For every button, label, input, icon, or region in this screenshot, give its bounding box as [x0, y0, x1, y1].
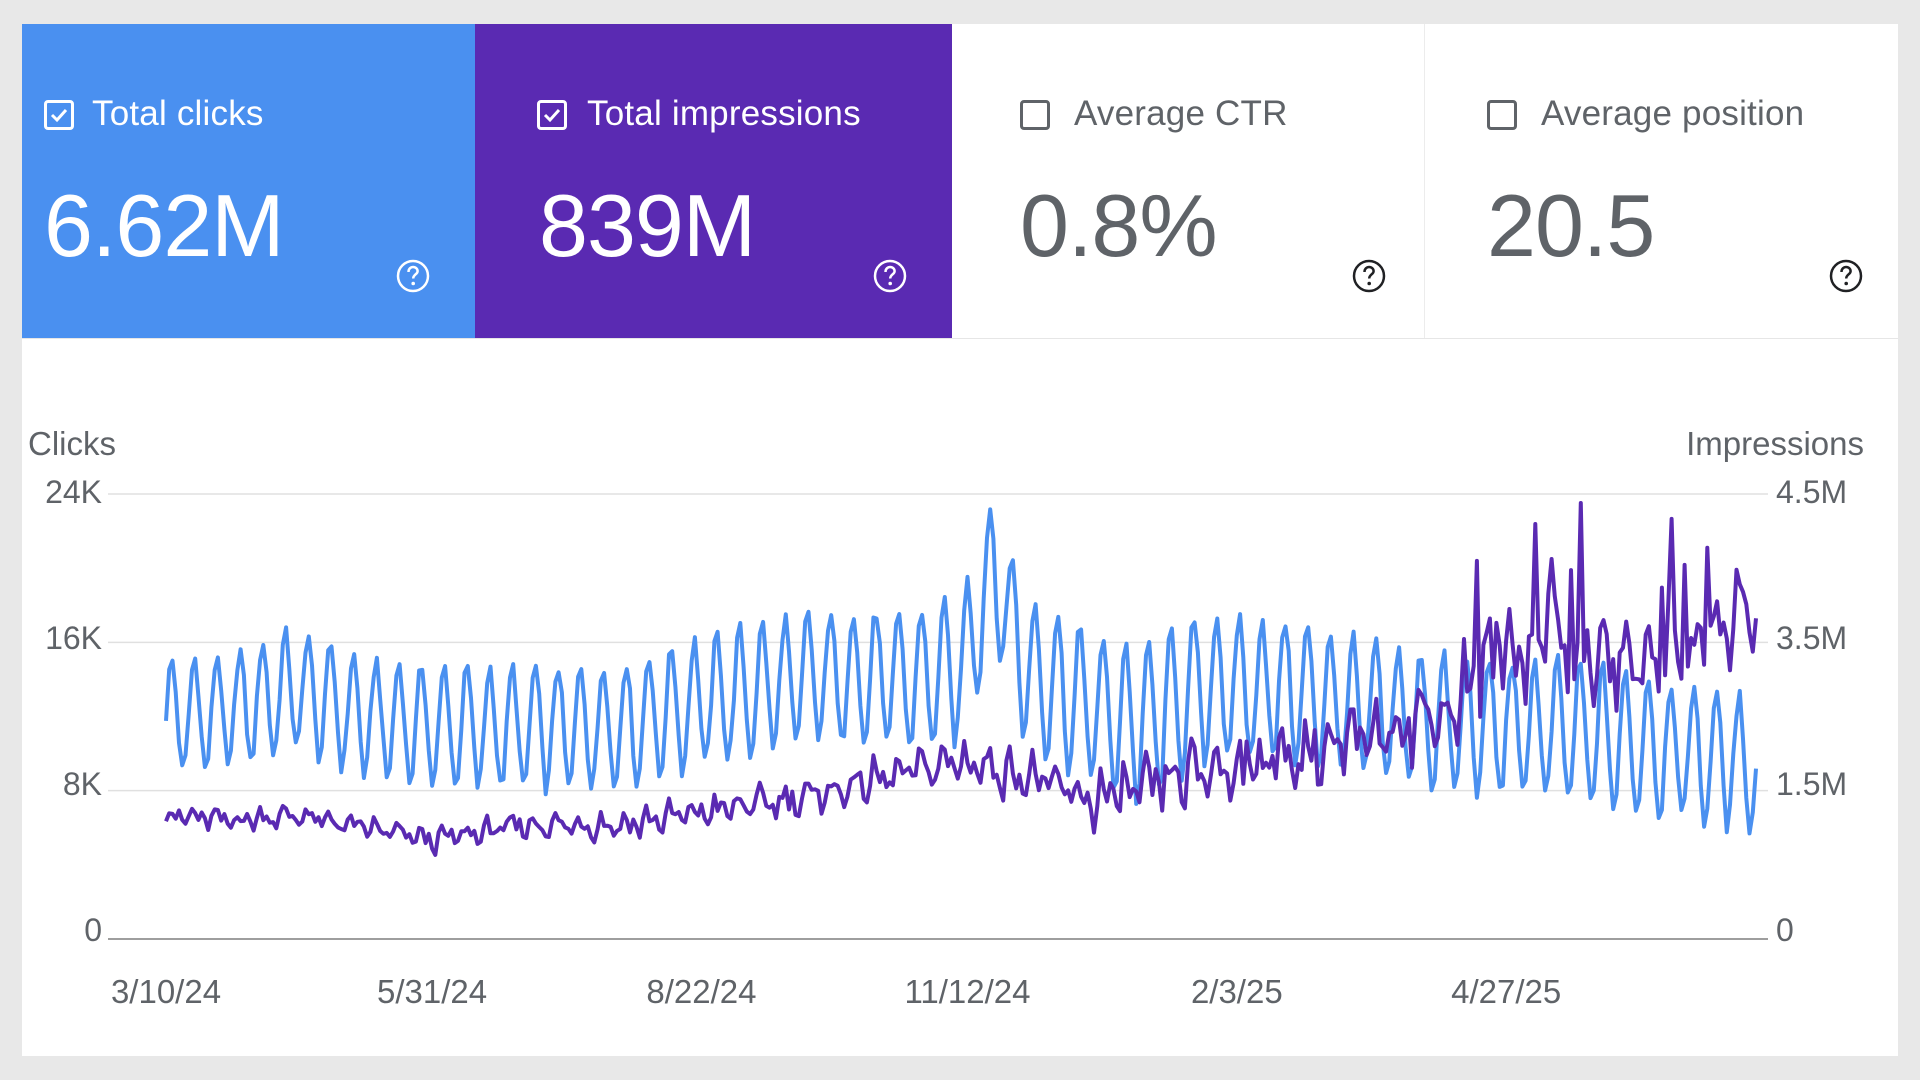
right-axis-title: Impressions	[1686, 425, 1864, 462]
metric-label: Average position	[1541, 94, 1805, 133]
right-tick-label: 1.5M	[1776, 766, 1848, 802]
performance-chart: Clicks Impressions 24K 16K 8K 0 4.5M 3.5…	[22, 339, 1898, 1056]
checked-checkbox-icon[interactable]	[537, 100, 567, 130]
chart-plot-area	[108, 493, 1768, 940]
metric-value: 839M	[539, 176, 756, 275]
unchecked-checkbox-icon[interactable]	[1487, 100, 1517, 130]
x-tick-label: 8/22/24	[646, 973, 757, 1010]
help-icon[interactable]	[873, 259, 907, 293]
help-icon[interactable]	[1829, 259, 1863, 293]
metric-card-total-impressions[interactable]: Total impressions 839M	[475, 24, 952, 338]
metric-value: 20.5	[1487, 176, 1655, 275]
checked-checkbox-icon[interactable]	[44, 100, 74, 130]
metric-label: Total impressions	[587, 94, 861, 133]
metric-value: 6.62M	[44, 176, 285, 275]
x-tick-label: 3/10/24	[110, 973, 222, 1010]
unchecked-checkbox-icon[interactable]	[1020, 100, 1050, 130]
right-tick-label: 0	[1776, 912, 1794, 948]
metric-card-average-position[interactable]: Average position 20.5	[1425, 24, 1898, 338]
x-tick-label: 5/31/24	[377, 973, 488, 1010]
metric-label: Average CTR	[1074, 94, 1288, 133]
x-tick-label: 4/27/25	[1451, 973, 1562, 1010]
right-tick-label: 3.5M	[1776, 620, 1848, 656]
help-icon[interactable]	[396, 259, 430, 293]
x-tick-label: 11/12/24	[904, 973, 1031, 1010]
metric-value: 0.8%	[1020, 176, 1218, 275]
left-tick-label: 24K	[45, 474, 102, 510]
left-tick-label: 8K	[62, 766, 102, 802]
performance-panel: Total clicks 6.62M Total impressions 839…	[22, 24, 1898, 1056]
metric-card-total-clicks[interactable]: Total clicks 6.62M	[22, 24, 475, 338]
left-tick-label: 16K	[45, 620, 102, 656]
right-tick-label: 4.5M	[1776, 474, 1848, 510]
series-line-impressions	[164, 501, 1758, 857]
x-tick-label: 2/3/25	[1190, 973, 1283, 1010]
metric-label: Total clicks	[92, 94, 264, 133]
help-icon[interactable]	[1352, 259, 1386, 293]
metric-cards: Total clicks 6.62M Total impressions 839…	[22, 24, 1898, 339]
metric-card-average-ctr[interactable]: Average CTR 0.8%	[952, 24, 1425, 338]
left-tick-label: 0	[84, 912, 102, 948]
left-axis-title: Clicks	[28, 425, 116, 462]
